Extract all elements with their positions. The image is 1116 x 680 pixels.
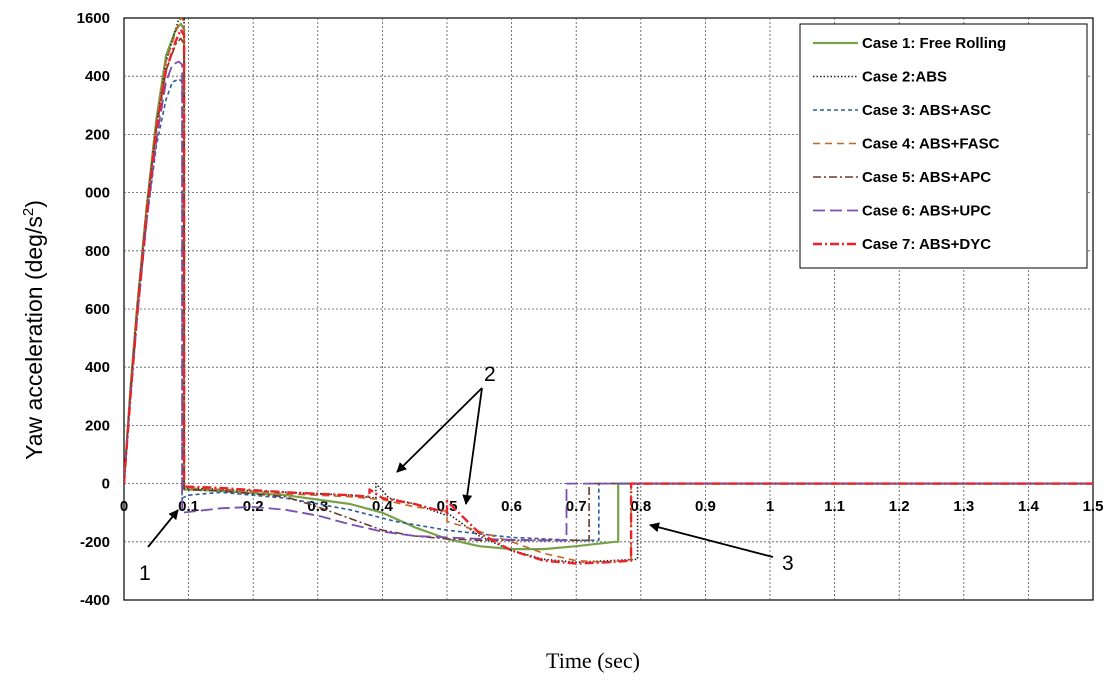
y-tick-label: 400 (85, 359, 110, 376)
legend-label-case-4: Case 4: ABS+FASC (862, 136, 1000, 153)
y-tick-label: 200 (85, 417, 110, 434)
annotation-label-1: 1 (139, 562, 151, 585)
annotation-arrow-2b (462, 387, 483, 505)
y-tick-label: 600 (85, 301, 110, 318)
legend-label-case-6: Case 6: ABS+UPC (862, 203, 991, 220)
y-tick-label: 0 (102, 476, 110, 493)
x-tick-label: 1.2 (889, 498, 910, 515)
series-line-case-3 (124, 78, 1093, 542)
x-tick-label: 1.3 (953, 498, 974, 515)
legend: Case 1: Free Rolling Case 2:ABS Case 3: AB… (799, 23, 1088, 269)
y-tick-label: -200 (80, 534, 110, 551)
y-axis-label-superscript: 2 (20, 208, 37, 216)
annotation-arrow-1 (147, 509, 179, 548)
legend-box (799, 23, 1088, 269)
data-series (124, 18, 1093, 565)
annotation-arrow-2a (396, 387, 483, 473)
y-tick-label: -400 (80, 592, 110, 609)
legend-label-case-5: Case 5: ABS+APC (862, 169, 991, 186)
y-axis-label-main: Yaw acceleration (deg/s (21, 216, 47, 460)
legend-label-case-3: Case 3: ABS+ASC (862, 102, 991, 119)
y-tick-label: 1600 (77, 10, 110, 27)
x-tick-label: 0.8 (630, 498, 651, 515)
x-tick-label: 0 (120, 498, 128, 515)
y-tick-label: 800 (85, 243, 110, 260)
x-tick-label: 0.3 (307, 498, 328, 515)
x-tick-label: 0.7 (566, 498, 587, 515)
annotation-label-3: 3 (782, 552, 794, 575)
annotation-label-2: 2 (484, 363, 496, 386)
x-tick-label: 0.9 (695, 498, 716, 515)
x-tick-label: 1 (766, 498, 774, 515)
x-tick-label: 1.5 (1083, 498, 1104, 515)
x-tick-label: 1.1 (824, 498, 845, 515)
x-tick-label: 1.4 (1018, 498, 1040, 515)
y-tick-label: 400 (85, 68, 110, 85)
legend-label-case-2: Case 2:ABS (862, 69, 947, 86)
legend-label-case-1: Case 1: Free Rolling (862, 35, 1006, 52)
legend-label-case-7: Case 7: ABS+DYC (862, 236, 991, 253)
annotations: 1 2 3 (139, 363, 794, 585)
annotation-arrow-3 (649, 522, 774, 558)
series-line-case-4 (124, 18, 1093, 563)
x-axis-label: Time (sec) (546, 648, 640, 673)
y-tick-labels: 1600 400 200 000 800 600 400 200 0 -200 -400 (77, 10, 110, 609)
series-line-case-2 (124, 18, 1093, 563)
y-tick-label: 000 (85, 185, 110, 202)
y-axis-label: Yaw acceleration (deg/s2) (20, 200, 47, 460)
x-tick-label: 0.6 (501, 498, 522, 515)
y-tick-label: 200 (85, 126, 110, 143)
series-line-case-7 (124, 28, 1093, 565)
y-axis-label-close: ) (21, 200, 47, 208)
